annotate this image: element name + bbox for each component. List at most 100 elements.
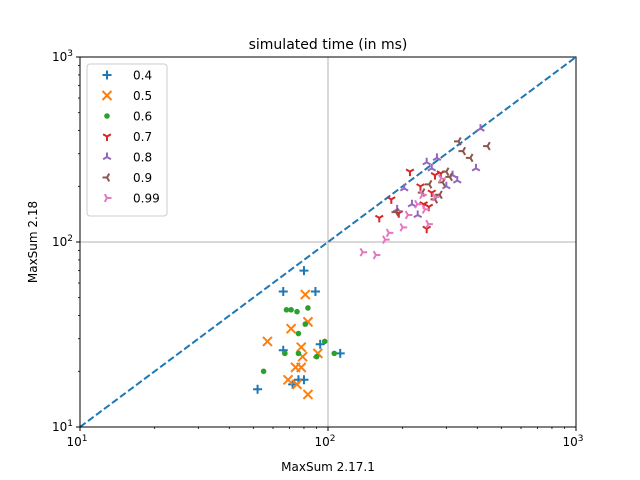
legend-item: 0.7 <box>102 130 152 144</box>
legend-item: 0.99 <box>103 192 160 206</box>
data-point <box>422 157 432 166</box>
data-point <box>288 307 294 313</box>
x-tick-label: 102 <box>314 434 335 449</box>
x-axis-ticks: 101 102 103 <box>66 427 584 449</box>
legend-label: 0.7 <box>133 130 152 144</box>
data-point <box>260 368 267 375</box>
data-point <box>424 179 433 189</box>
legend-marker-icon <box>102 152 112 161</box>
data-point <box>262 336 273 347</box>
data-point <box>458 146 467 156</box>
data-point <box>302 389 314 400</box>
legend-item: 0.6 <box>104 110 152 124</box>
data-point <box>283 307 290 313</box>
data-point <box>282 350 288 357</box>
legend-marker-icon <box>102 133 112 141</box>
data-point <box>382 235 390 245</box>
data-point <box>296 362 307 373</box>
gridlines <box>80 57 576 427</box>
data-point <box>419 190 427 200</box>
data-point <box>427 163 437 172</box>
data-point <box>471 163 481 172</box>
data-point <box>321 338 328 345</box>
data-point <box>335 348 345 358</box>
legend-item: 0.9 <box>102 171 152 185</box>
data-point <box>441 181 451 190</box>
data-point <box>399 222 408 232</box>
data-point <box>425 219 433 229</box>
data-point <box>483 141 491 151</box>
y-tick-label: 103 <box>52 49 73 64</box>
x-tick-label: 101 <box>66 434 87 449</box>
data-point <box>278 287 288 297</box>
data-point <box>295 330 302 337</box>
data-point <box>405 168 415 177</box>
data-point <box>313 353 320 360</box>
legend-item: 0.4 <box>102 69 152 83</box>
legend-marker-icon <box>102 70 112 80</box>
legend-marker-icon <box>102 173 111 182</box>
data-point <box>253 384 263 394</box>
legend-marker-icon <box>104 113 110 119</box>
chart-title: simulated time (in ms) <box>249 37 408 53</box>
data-point <box>413 210 423 219</box>
data-point <box>391 207 400 217</box>
x-tick-label: 103 <box>562 434 583 449</box>
data-point <box>372 250 381 260</box>
data-point <box>359 247 368 257</box>
data-point <box>310 287 320 297</box>
data-point <box>331 350 338 357</box>
legend-label: 0.6 <box>133 110 152 124</box>
data-point <box>305 305 311 311</box>
data-point <box>452 175 462 184</box>
data-point <box>374 214 384 223</box>
data-point <box>465 153 474 163</box>
data-point <box>414 199 422 209</box>
reference-line-y-equals-x <box>79 56 577 428</box>
series-0.6 <box>260 305 338 375</box>
series-0.8 <box>392 124 485 219</box>
y-axis-ticks: 101 102 103 <box>52 49 80 434</box>
data-point <box>431 192 440 202</box>
data-point <box>315 339 325 349</box>
data-point <box>300 289 311 300</box>
data-points <box>253 124 491 400</box>
legend-label: 0.99 <box>133 192 160 206</box>
data-point <box>441 167 450 177</box>
data-point <box>296 341 307 353</box>
data-point <box>432 153 442 161</box>
y-axis-label: MaxSum 2.18 <box>26 201 40 283</box>
data-point <box>427 189 437 198</box>
legend-label: 0.5 <box>133 89 152 103</box>
data-point <box>291 379 303 390</box>
data-point <box>386 196 396 204</box>
legend-label: 0.4 <box>133 69 152 83</box>
y-tick-label: 101 <box>52 419 73 434</box>
data-point <box>435 190 443 200</box>
data-point <box>294 308 300 315</box>
data-point <box>299 266 309 276</box>
y-tick-label: 102 <box>52 234 73 249</box>
series-0.99 <box>359 174 446 260</box>
data-point <box>422 225 432 234</box>
data-point <box>476 124 485 132</box>
legend: 0.4 0.5 0.6 0.7 0.8 0.9 0.99 <box>86 63 168 217</box>
data-point <box>399 183 409 192</box>
data-point <box>302 321 309 327</box>
data-point <box>445 172 453 182</box>
data-point <box>421 205 430 214</box>
data-point <box>385 228 394 238</box>
legend-marker-icon <box>103 193 112 203</box>
legend-item: 0.8 <box>102 151 152 165</box>
data-point <box>438 174 446 184</box>
data-point <box>404 210 413 220</box>
data-point <box>295 350 302 357</box>
series-0.7 <box>374 168 446 234</box>
legend-item: 0.5 <box>101 89 152 103</box>
data-point <box>430 171 440 180</box>
data-point <box>282 374 294 385</box>
data-point <box>454 136 462 146</box>
legend-label: 0.8 <box>133 151 152 165</box>
legend-marker-icon <box>101 90 113 101</box>
